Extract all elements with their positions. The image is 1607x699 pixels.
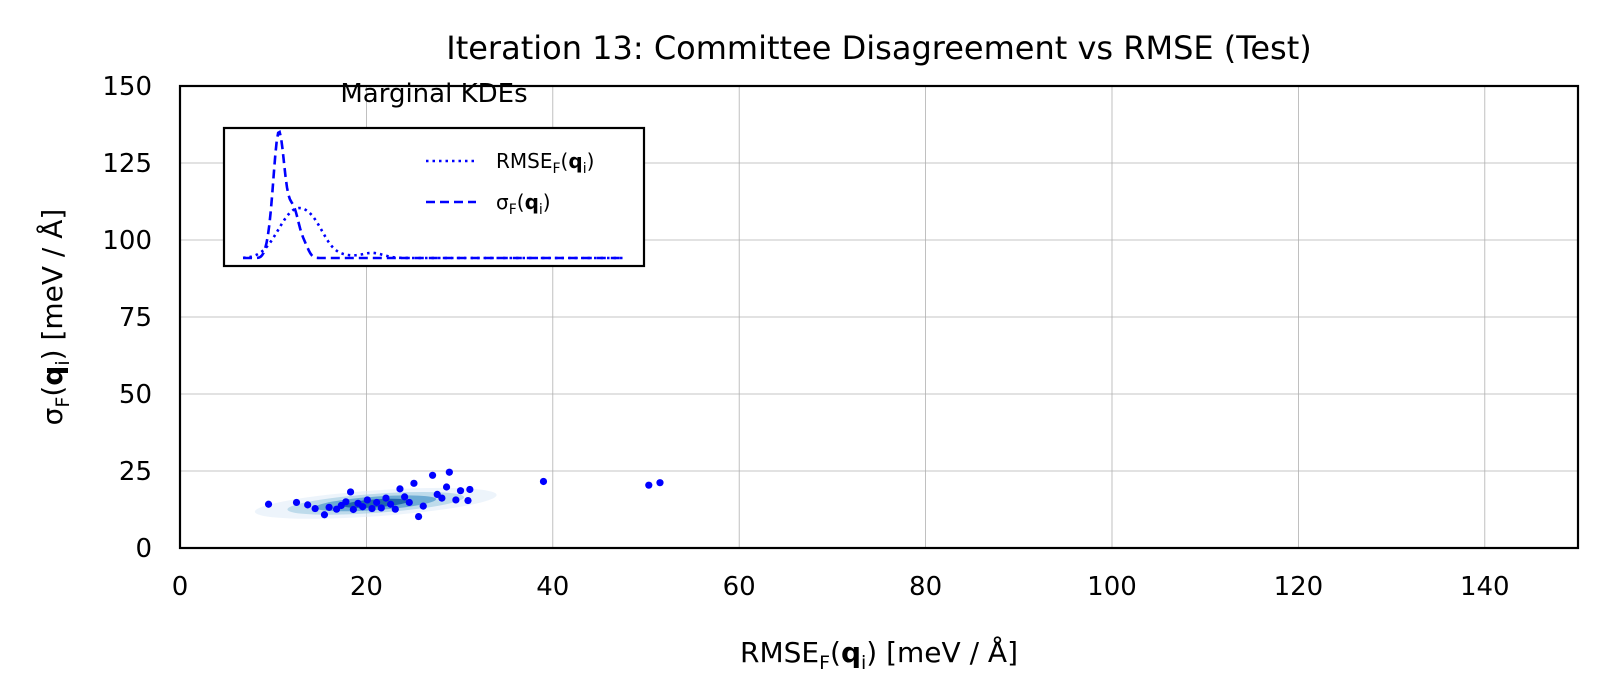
x-tick-label: 0 [172,572,189,602]
y-tick-label: 100 [102,226,152,256]
data-point [401,493,409,501]
data-point [368,504,376,513]
y-tick-label: 150 [102,72,152,102]
data-point [456,487,465,495]
data-point [391,505,399,513]
y-tick-label: 25 [119,457,152,487]
y-tick-label: 0 [135,534,152,564]
data-point [304,501,312,509]
data-point [428,471,437,479]
data-point [405,498,413,507]
chart-title: Iteration 13: Committee Disagreement vs … [446,29,1312,67]
data-point [320,511,329,519]
inset-frame [222,126,646,268]
data-point [452,496,460,504]
x-axis-label: RMSEF(qi) [meV / Å] [740,635,1018,674]
data-point [438,494,446,502]
data-point [292,498,301,507]
data-point [264,500,273,508]
data-point [373,498,381,507]
x-tick-label: 120 [1274,572,1324,602]
legend-label-sigma: σF(qi) [496,190,551,218]
data-point [377,504,385,512]
data-point [382,494,390,502]
legend-label-rmse: RMSEF(qi) [496,149,594,177]
data-point [442,483,451,491]
data-point [396,485,404,493]
x-tick-label: 20 [350,572,383,602]
x-tick-label: 80 [909,572,942,602]
data-point [539,477,548,486]
y-tick-label: 50 [119,380,152,410]
x-tick-label: 100 [1087,572,1137,602]
data-point [346,488,355,496]
data-point [464,496,472,505]
inset-title: Marginal KDEs [340,79,527,109]
data-point [359,503,367,511]
x-tick-label: 40 [536,572,569,602]
data-point [445,468,453,476]
plot-frame [178,84,1580,550]
data-point [645,481,653,489]
y-axis-ticks: 0 25 50 75 100 125 150 [102,72,152,564]
data-point [656,479,664,487]
data-point [466,485,474,494]
data-points [264,468,664,521]
data-point [325,503,333,511]
y-tick-label: 75 [119,303,152,333]
data-point [414,512,423,521]
data-point [311,504,319,513]
data-point [363,496,371,504]
inset-kde: Marginal KDEs RMSEF(qi) σF(qi) [222,79,646,268]
x-axis-ticks: 0 20 40 60 80 100 120 140 [172,572,1510,602]
kde-sigma-line [243,129,624,260]
data-point [419,502,427,510]
data-point [349,505,357,514]
x-tick-label: 140 [1460,572,1510,602]
y-tick-label: 125 [102,149,152,179]
data-point [342,498,350,506]
y-axis-label: σF(qi) [meV / Å] [35,209,74,426]
x-tick-label: 60 [723,572,756,602]
data-point [387,500,395,508]
data-point [410,479,418,487]
